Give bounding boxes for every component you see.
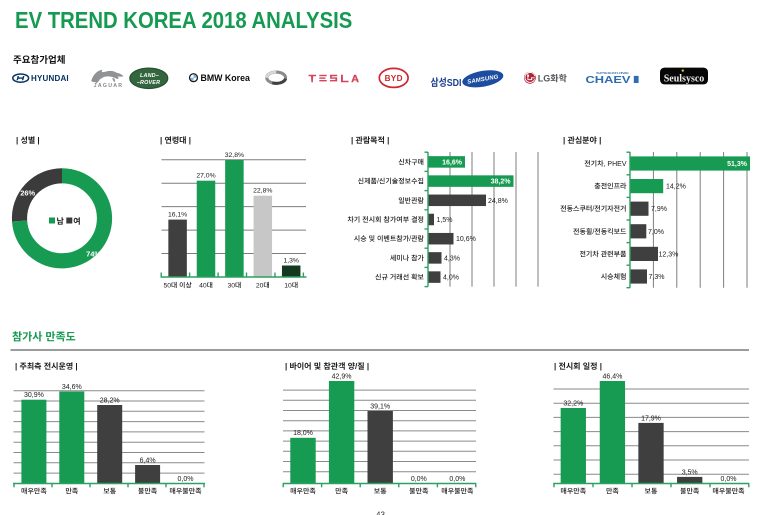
svg-text:18,0%: 18,0% <box>293 430 313 437</box>
svg-text:| 주최측 전시운영 |: | 주최측 전시운영 | <box>15 362 78 371</box>
svg-text:4,3%: 4,3% <box>444 255 460 262</box>
svg-text:SAMSUNG: SAMSUNG <box>467 74 499 85</box>
svg-text:BYD: BYD <box>385 74 403 83</box>
svg-text:세미나 참가: 세미나 참가 <box>390 254 425 262</box>
svg-text:차기 전시회 참가여부 결정: 차기 전시회 참가여부 결정 <box>347 216 424 224</box>
svg-text:LG화학: LG화학 <box>538 73 568 83</box>
svg-text:34,6%: 34,6% <box>62 384 82 391</box>
svg-text:4,0%: 4,0% <box>443 275 459 282</box>
svg-text:27,0%: 27,0% <box>196 173 215 180</box>
svg-text:전기차, PHEV: 전기차, PHEV <box>584 160 627 168</box>
svg-text:신규 거래선 확보: 신규 거래선 확보 <box>375 274 425 282</box>
svg-text:만족: 만족 <box>65 488 78 496</box>
svg-text:HYUNDAI: HYUNDAI <box>31 74 69 83</box>
svg-text:0,0%: 0,0% <box>721 476 737 483</box>
svg-text:14,2%: 14,2% <box>666 184 686 191</box>
svg-text:| 성별 |: | 성별 | <box>16 136 40 145</box>
svg-text:3,5%: 3,5% <box>682 469 698 476</box>
svg-text:39,1%: 39,1% <box>370 404 390 411</box>
svg-text:74%: 74% <box>86 250 101 259</box>
svg-text:| 관심분야 |: | 관심분야 | <box>563 136 601 145</box>
svg-text:매우불만족: 매우불만족 <box>441 488 474 496</box>
svg-text:BMW Korea: BMW Korea <box>201 73 250 83</box>
svg-text:30,9%: 30,9% <box>24 392 44 399</box>
svg-text:매우만족: 매우만족 <box>21 488 47 496</box>
svg-text:보통: 보통 <box>374 488 387 496</box>
svg-text:| 연령대 |: | 연령대 | <box>160 136 191 145</box>
svg-text:51,3%: 51,3% <box>727 161 748 168</box>
svg-text:불만족: 불만족 <box>409 488 429 496</box>
svg-text:32,2%: 32,2% <box>563 401 583 408</box>
svg-text:삼성SDI: 삼성SDI <box>431 77 462 89</box>
svg-text:| 바이어 및 참관객 양/질 |: | 바이어 및 참관객 양/질 | <box>285 362 369 371</box>
svg-text:매우만족: 매우만족 <box>560 488 586 496</box>
svg-text:40대: 40대 <box>199 282 213 290</box>
svg-text:전동스쿠터/전기자전거: 전동스쿠터/전기자전거 <box>560 205 626 213</box>
svg-text:32,8%: 32,8% <box>225 152 244 159</box>
svg-text:10대: 10대 <box>284 282 298 290</box>
svg-text:26%: 26% <box>20 188 35 197</box>
svg-text:–ROVER: –ROVER <box>137 80 160 86</box>
svg-text:주요참가업체: 주요참가업체 <box>13 55 65 66</box>
svg-text:JAGUAR: JAGUAR <box>94 83 124 89</box>
svg-text:Seulsysco: Seulsysco <box>664 74 705 85</box>
svg-text:50대 이상: 50대 이상 <box>163 282 192 290</box>
svg-text:0,0%: 0,0% <box>178 476 194 483</box>
svg-text:남: 남 <box>57 217 65 226</box>
svg-text:| 관람목적 |: | 관람목적 | <box>351 136 389 145</box>
svg-text:매우만족: 매우만족 <box>290 488 316 496</box>
svg-text:42,9%: 42,9% <box>332 374 352 381</box>
svg-text:일반관람: 일반관람 <box>398 197 424 205</box>
svg-text:16,6%: 16,6% <box>442 159 463 166</box>
svg-text:SPEEDUNE: SPEEDUNE <box>596 71 629 75</box>
svg-text:| 전시회 일정 |: | 전시회 일정 | <box>554 362 602 371</box>
svg-text:신차구매: 신차구매 <box>398 158 424 166</box>
svg-text:만족: 만족 <box>335 488 348 496</box>
svg-text:16,1%: 16,1% <box>168 212 187 219</box>
svg-text:전기차 관련부품: 전기차 관련부품 <box>579 250 627 258</box>
svg-text:1,5%: 1,5% <box>437 217 453 224</box>
svg-text:만족: 만족 <box>606 488 619 496</box>
svg-text:38,2%: 38,2% <box>491 179 512 186</box>
svg-text:시승체험: 시승체험 <box>601 273 627 281</box>
svg-text:보통: 보통 <box>103 488 116 496</box>
svg-text:10,6%: 10,6% <box>456 236 476 243</box>
svg-text:30대: 30대 <box>227 282 241 290</box>
svg-text:20대: 20대 <box>256 282 270 290</box>
svg-text:참가사 만족도: 참가사 만족도 <box>12 331 76 344</box>
svg-text:충전인프라: 충전인프라 <box>594 183 627 191</box>
svg-text:CHAEV: CHAEV <box>586 75 632 86</box>
svg-text:46,4%: 46,4% <box>602 374 622 381</box>
svg-text:43: 43 <box>376 511 385 515</box>
svg-text:보통: 보통 <box>645 488 658 496</box>
svg-text:7,0%: 7,0% <box>648 229 664 236</box>
svg-text:28,2%: 28,2% <box>100 398 120 405</box>
svg-text:7,3%: 7,3% <box>649 274 665 281</box>
svg-text:매우불만족: 매우불만족 <box>169 488 202 496</box>
svg-text:22,8%: 22,8% <box>253 188 272 195</box>
svg-text:1,3%: 1,3% <box>283 258 299 265</box>
svg-text:12,3%: 12,3% <box>659 251 679 258</box>
svg-text:전동휠/전동킥보드: 전동휠/전동킥보드 <box>573 228 627 236</box>
svg-text:0,0%: 0,0% <box>411 476 427 483</box>
svg-text:여: 여 <box>73 217 80 226</box>
svg-text:신제품/신기술정보수집: 신제품/신기술정보수집 <box>358 178 424 186</box>
svg-text:24,8%: 24,8% <box>488 198 508 205</box>
svg-text:6,4%: 6,4% <box>140 458 156 465</box>
svg-text:매우불만족: 매우불만족 <box>712 488 745 496</box>
svg-text:7,9%: 7,9% <box>651 206 667 213</box>
svg-text:0,0%: 0,0% <box>449 476 465 483</box>
svg-text:불만족: 불만족 <box>138 488 158 496</box>
svg-text:EV TREND KOREA 2018 ANALYSIS: EV TREND KOREA 2018 ANALYSIS <box>15 7 352 34</box>
svg-text:LAND–: LAND– <box>140 73 159 79</box>
svg-text:불만족: 불만족 <box>680 488 700 496</box>
svg-text:시승 및 이벤트참가/관람: 시승 및 이벤트참가/관람 <box>354 235 425 243</box>
svg-text:17,9%: 17,9% <box>641 415 661 422</box>
